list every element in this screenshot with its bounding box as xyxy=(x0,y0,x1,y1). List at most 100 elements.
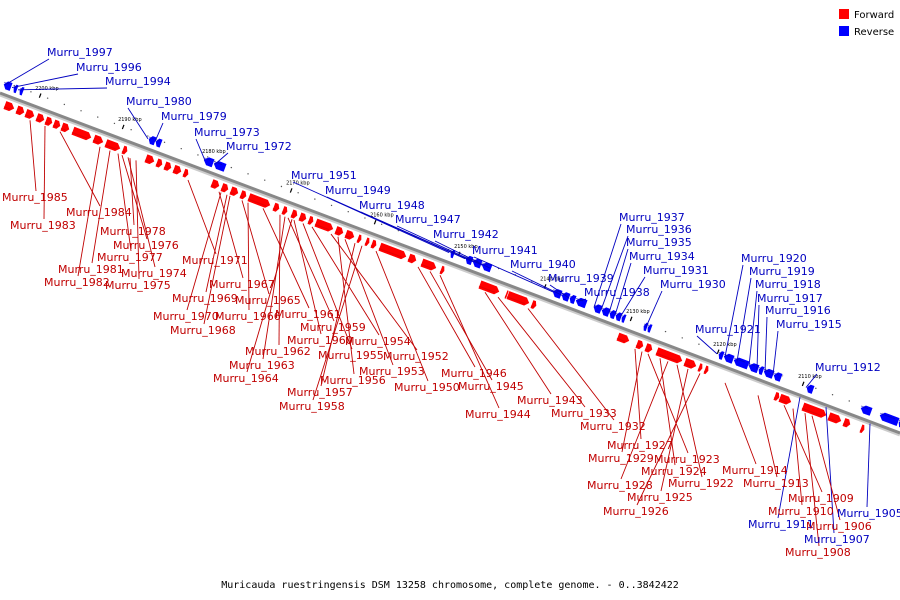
tick-minor xyxy=(698,343,700,345)
legend: Forward Reverse xyxy=(839,9,894,38)
gene-label: Murru_1952 xyxy=(383,350,449,363)
gene-label: Murru_1976 xyxy=(113,239,179,252)
gene-label: Murru_1958 xyxy=(279,400,345,413)
gene-label: Murru_1969 xyxy=(172,292,238,305)
gene-arrow-f20 xyxy=(246,192,271,209)
leader-line xyxy=(772,330,779,376)
gene-arrow-r19 xyxy=(621,313,628,324)
gene-label: Murru_1946 xyxy=(441,367,507,380)
gene-label: Murru_1917 xyxy=(757,292,823,305)
gene-label: Murru_1957 xyxy=(287,386,353,399)
leader-line xyxy=(792,408,803,506)
gene-label: Murru_1942 xyxy=(433,228,499,241)
leader-line xyxy=(429,271,493,381)
gene-arrow-f52 xyxy=(858,423,865,434)
gene-label: Murru_1927 xyxy=(607,439,673,452)
gene-label: Murru_1908 xyxy=(785,546,851,559)
leader-line xyxy=(600,235,629,311)
tick-minor xyxy=(230,166,233,169)
gene-arrow-f4 xyxy=(43,115,53,127)
gene-arrow-r28 xyxy=(773,371,784,383)
gene-label: Murru_1918 xyxy=(755,278,821,291)
gene-arrow-f1 xyxy=(14,104,25,116)
gene-arrow-f14 xyxy=(171,164,182,176)
gene-label: Murru_1978 xyxy=(100,225,166,238)
gene-label: Murru_1956 xyxy=(320,374,386,387)
legend-forward-swatch xyxy=(839,9,849,19)
gene-label: Murru_1974 xyxy=(121,267,187,280)
gene-label: Murru_1924 xyxy=(641,465,707,478)
gene-arrow-f38 xyxy=(505,290,530,307)
gene-arrow-f49 xyxy=(800,401,827,419)
gene-arrow-f13 xyxy=(162,160,172,172)
leader-line xyxy=(511,270,563,296)
leader-line xyxy=(783,404,823,493)
gene-arrow-f42 xyxy=(643,342,653,354)
leader-line xyxy=(262,208,310,309)
leader-line xyxy=(203,195,231,325)
leader-line xyxy=(247,202,250,311)
gene-label: Murru_1944 xyxy=(465,408,531,421)
tick-major: 2130 kbp xyxy=(626,309,650,322)
gene-label: Murru_1913 xyxy=(743,477,809,490)
gene-label: Murru_1967 xyxy=(209,278,275,291)
gene-label: Murru_1981 xyxy=(58,263,124,276)
gene-arrow-f0 xyxy=(2,100,15,112)
gene-label: Murru_1922 xyxy=(668,477,734,490)
leader-line xyxy=(647,353,689,454)
tick-label: 2160 kbp xyxy=(370,212,394,218)
gene-label: Murru_1994 xyxy=(105,75,171,88)
leader-line xyxy=(360,211,474,263)
gene-label: Murru_1954 xyxy=(345,335,411,348)
leader-line xyxy=(117,153,132,252)
leader-line xyxy=(527,308,615,421)
gene-label: Murru_1931 xyxy=(643,264,709,277)
leader-line xyxy=(11,73,79,88)
gene-label: Murru_1979 xyxy=(161,110,227,123)
leader-line xyxy=(154,122,164,142)
gene-arrow-f46 xyxy=(702,364,709,375)
leader-line xyxy=(614,262,632,316)
leader-line xyxy=(43,125,46,220)
gene-label: Murru_1932 xyxy=(580,420,646,433)
leader-line xyxy=(287,217,335,322)
leader-line xyxy=(748,290,758,367)
gene-label: Murru_1940 xyxy=(510,258,576,271)
leader-line xyxy=(4,58,50,86)
gene-arrow-r21 xyxy=(647,323,654,334)
tick-major: 2110 kbp xyxy=(798,374,822,387)
tick-minor xyxy=(247,173,249,175)
tick-minor xyxy=(297,192,299,194)
gene-label: Murru_1941 xyxy=(472,244,538,257)
leader-line xyxy=(473,256,554,293)
leader-line xyxy=(636,373,701,506)
gene-label: Murru_1928 xyxy=(587,479,653,492)
leader-line xyxy=(417,266,476,368)
leader-line xyxy=(577,298,587,302)
leader-line xyxy=(608,248,629,314)
gene-label: Murru_1910 xyxy=(768,505,834,518)
gene-label: Murru_1934 xyxy=(629,250,695,263)
gene-label: Murru_1921 xyxy=(695,323,761,336)
gene-label: Murru_1971 xyxy=(182,254,248,267)
gene-arrow-f45 xyxy=(696,362,703,373)
tick-minor xyxy=(80,110,82,112)
gene-label: Murru_1962 xyxy=(245,345,311,358)
gene-arrow-f7 xyxy=(70,126,92,141)
gene-arrow-f33 xyxy=(406,252,417,264)
tick-major: 2120 kbp xyxy=(713,342,737,355)
leader-line xyxy=(866,423,871,508)
gene-arrow-r0 xyxy=(3,80,14,92)
leader-line xyxy=(312,245,363,401)
gene-arrow-f40 xyxy=(615,331,630,345)
tick-minor xyxy=(380,223,383,226)
tick-minor xyxy=(264,179,266,181)
leader-line xyxy=(195,138,206,161)
gene-label: Murru_1945 xyxy=(458,380,524,393)
leader-line xyxy=(676,364,703,478)
gene-arrow-f44 xyxy=(682,357,697,370)
leader-line xyxy=(320,243,356,387)
tick-minor xyxy=(130,129,132,131)
tick-minor xyxy=(97,116,99,118)
